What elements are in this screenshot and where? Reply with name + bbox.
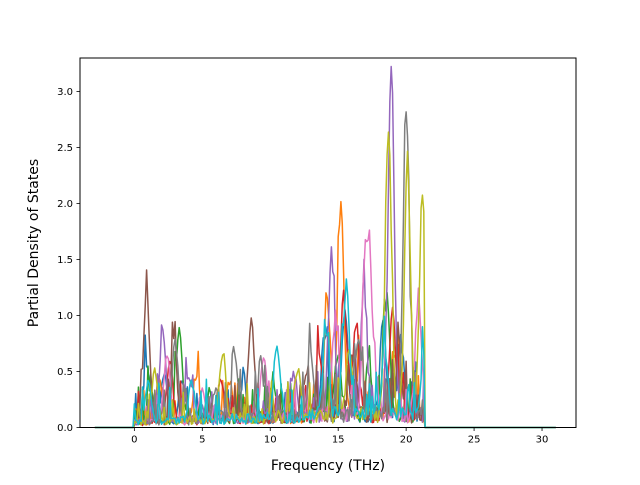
x-axis-label: Frequency (THz)	[271, 458, 385, 474]
x-tick-label: 30	[536, 435, 549, 446]
y-tick-label: 0.5	[57, 367, 73, 378]
y-tick-label: 1.5	[57, 255, 73, 266]
y-axis-label: Partial Density of States	[26, 159, 42, 327]
y-tick-label: 2.5	[57, 143, 73, 154]
y-axis-ticks: 0.0 0.5 1.0 1.5 2.0 2.5 3.0	[57, 87, 80, 434]
x-tick-label: 15	[332, 435, 345, 446]
y-tick-label: 2.0	[57, 199, 73, 210]
y-tick-label: 0.0	[57, 423, 73, 434]
x-tick-label: 20	[400, 435, 413, 446]
x-tick-label: 0	[131, 435, 137, 446]
x-tick-label: 10	[264, 435, 277, 446]
y-tick-label: 3.0	[57, 87, 73, 98]
y-tick-label: 1.0	[57, 311, 73, 322]
x-tick-label: 5	[199, 435, 205, 446]
x-tick-label: 25	[468, 435, 481, 446]
x-axis-ticks: 0 5 10 15 20 25 30	[131, 427, 549, 446]
plot-frame	[79, 57, 577, 428]
